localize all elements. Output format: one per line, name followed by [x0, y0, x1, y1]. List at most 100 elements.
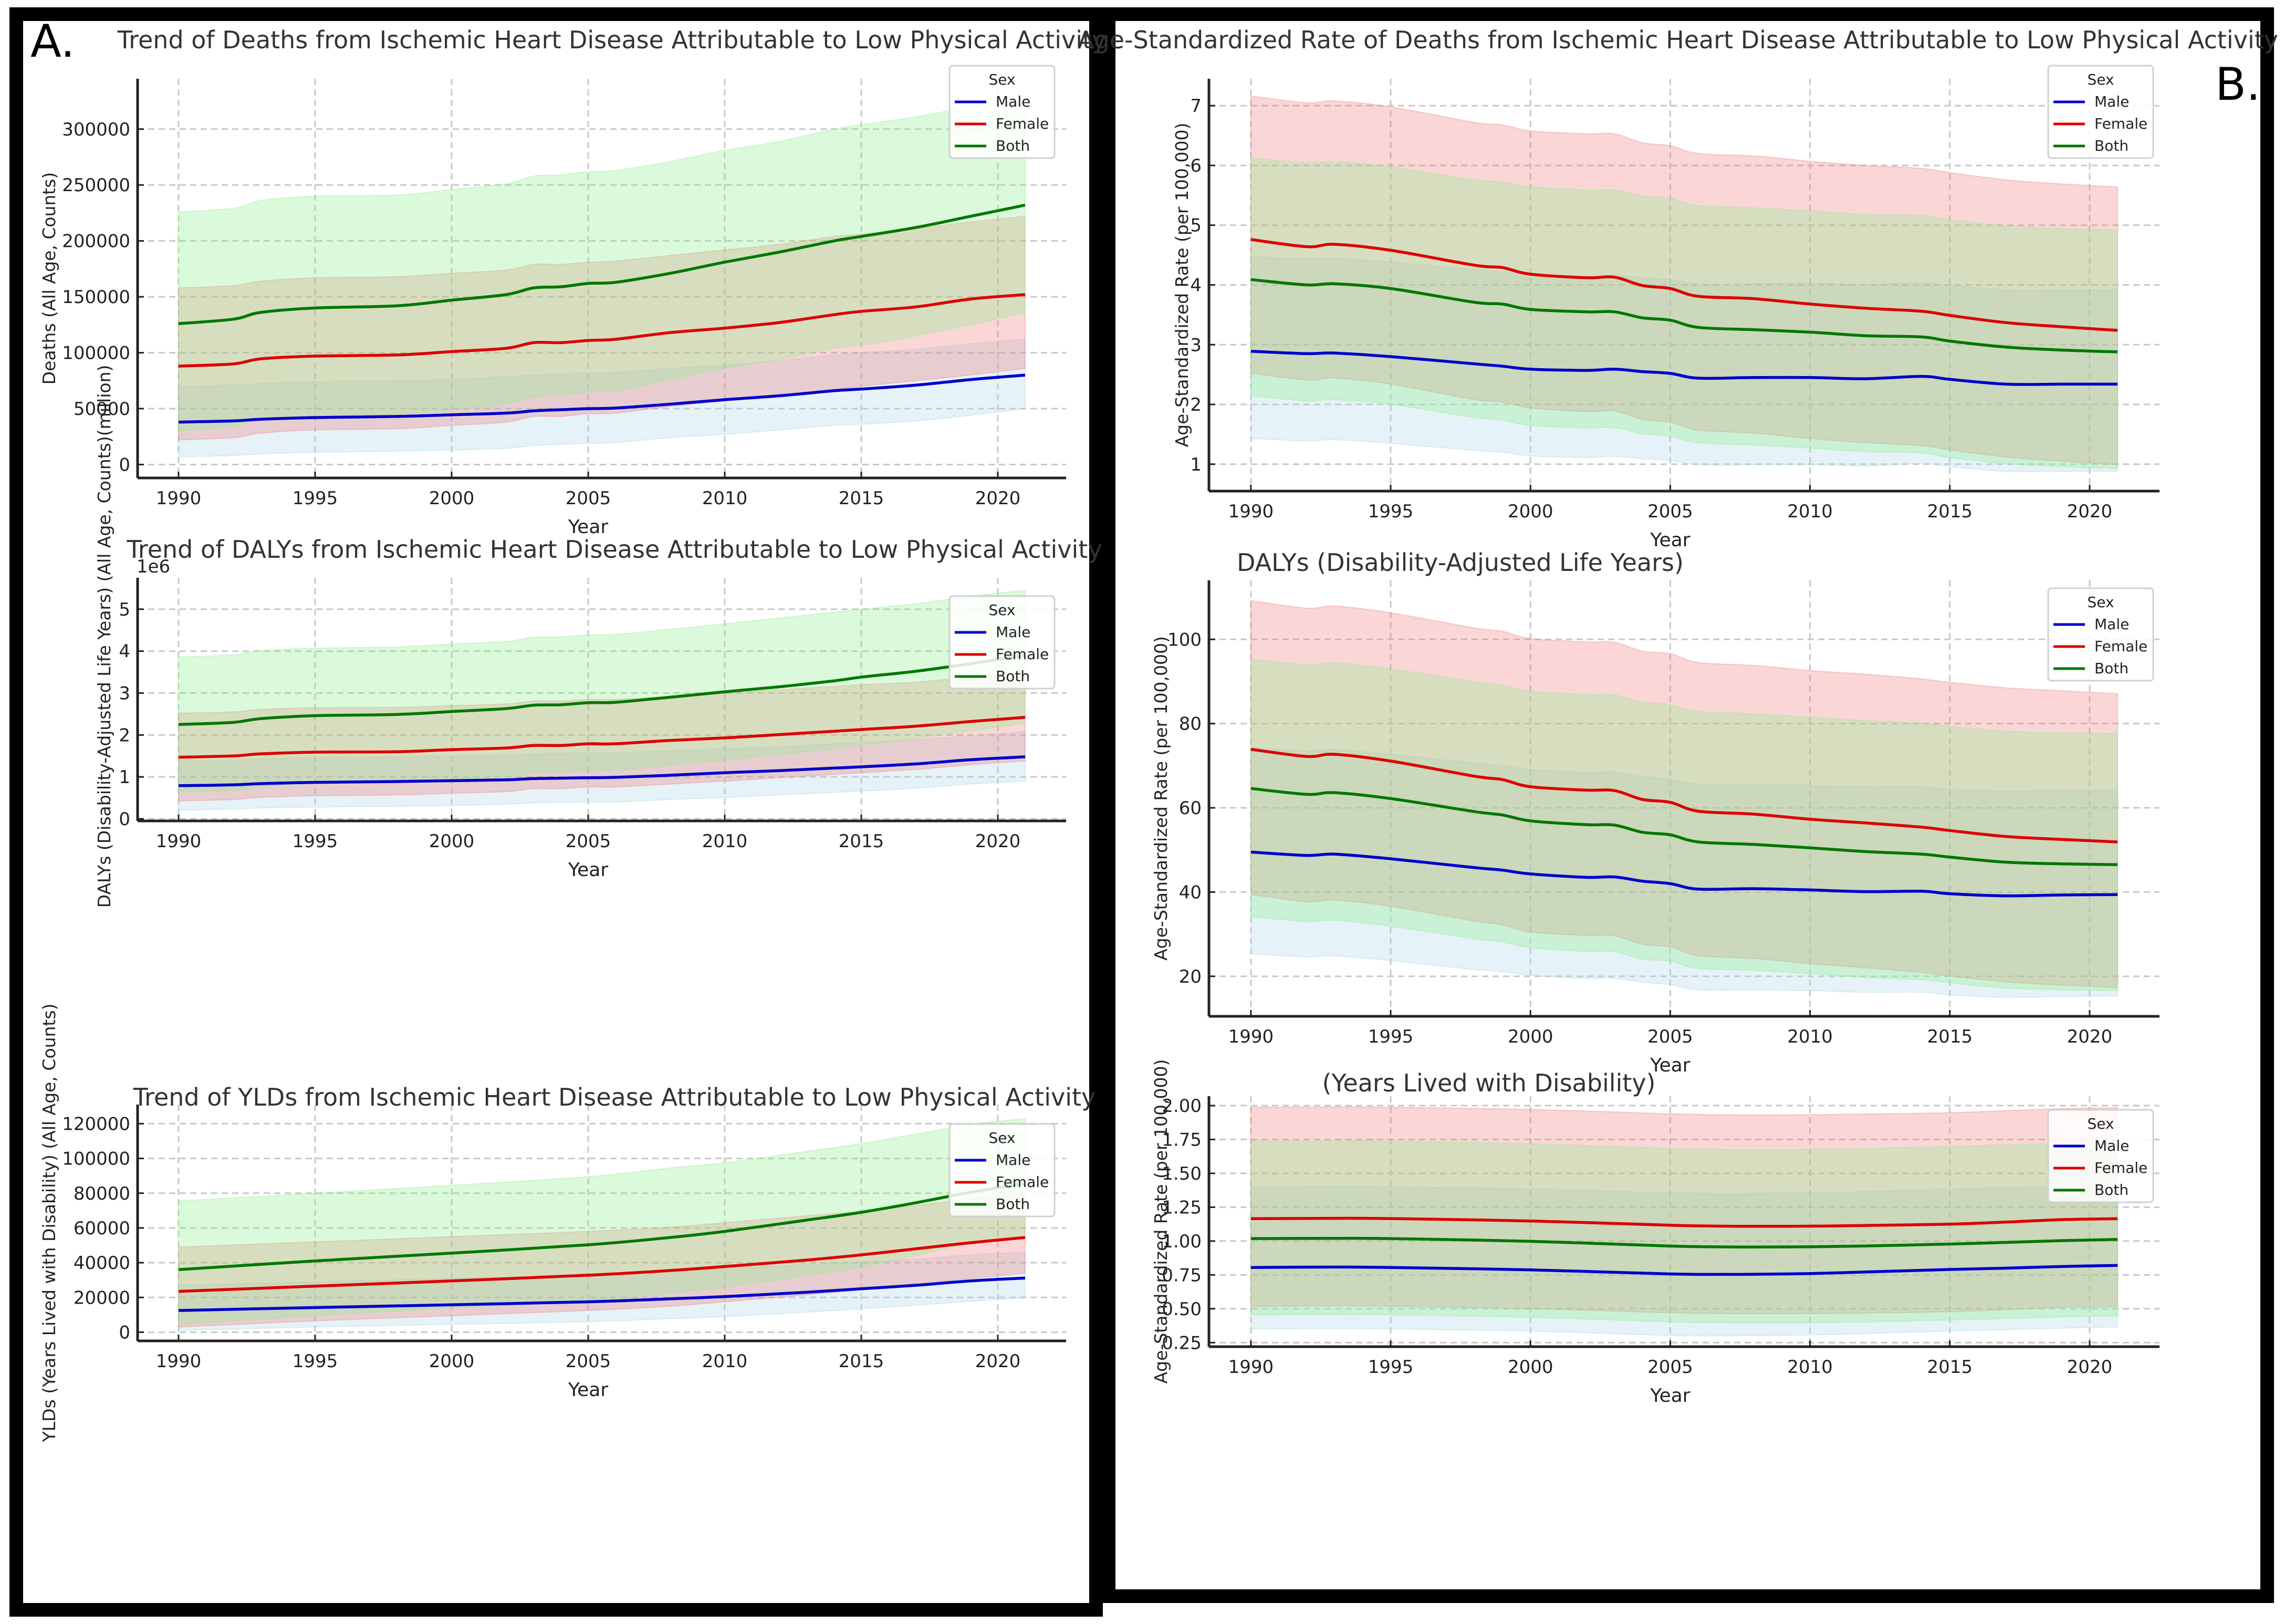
y-tick-label: 0	[119, 1322, 130, 1343]
chart-title: Trend of Deaths from Ischemic Heart Dise…	[117, 26, 1107, 54]
y-tick-label: 250000	[62, 175, 130, 196]
y-tick-label: 1	[1190, 454, 1202, 475]
y-tick-label: 7	[1190, 96, 1202, 117]
x-tick-label: 2000	[1508, 1357, 1553, 1378]
y-tick-label: 5	[1190, 215, 1202, 236]
x-axis-label: Year	[568, 1379, 608, 1401]
x-axis-label: Year	[1650, 1055, 1690, 1076]
x-tick-label: 2015	[839, 488, 884, 509]
x-tick-label: 2020	[2067, 1357, 2113, 1378]
line-female	[178, 1236, 1026, 1293]
x-tick-label: 2015	[1927, 1357, 1973, 1378]
y-tick-label: 2.00	[1162, 1096, 1202, 1117]
x-tick-label: 2015	[1927, 501, 1973, 522]
x-tick-label: 1990	[1228, 1026, 1274, 1047]
y-axis-label: Age-Standardized Rate (per 100,000)	[1172, 123, 1192, 447]
band-male	[178, 731, 1026, 811]
x-tick-label: 2015	[1927, 1026, 1973, 1047]
x-tick-label: 1995	[293, 831, 338, 852]
line-both	[178, 653, 1026, 726]
legend-label-both: Both	[2094, 660, 2129, 677]
legend: Sex Male Female Both	[948, 595, 1056, 690]
x-axis-label: Year	[568, 516, 608, 538]
x-tick-label: 2000	[1508, 501, 1553, 522]
y-tick-label: 200000	[62, 231, 130, 252]
x-tick-label: 2010	[702, 831, 748, 852]
x-tick-label: 2020	[975, 488, 1021, 509]
panel-b-frame	[1102, 7, 2274, 1603]
line-female	[1250, 238, 2118, 332]
legend: Sex Male Female Both	[2047, 1109, 2154, 1203]
y-axis-label: Deaths (All Age, Counts)	[39, 172, 59, 385]
chart-title: DALYs (Disability-Adjusted Life Years)	[1237, 548, 1684, 577]
chart-b3: 1990 1995 2000 2005 2010 2015 2020 0.25 0.50 0.75…	[1151, 1059, 2160, 1407]
band-female	[1250, 95, 2119, 465]
x-tick-label: 2005	[566, 488, 611, 509]
line-male	[1250, 350, 2118, 386]
y-tick-label: 0.50	[1162, 1299, 1202, 1320]
x-tick-label: 2015	[839, 831, 884, 852]
legend-label-male: Male	[2094, 1137, 2129, 1154]
y-tick-label: 150000	[62, 287, 130, 308]
x-tick-label: 1995	[1368, 1026, 1414, 1047]
legend-label-both: Both	[2094, 137, 2129, 154]
band-female	[178, 1193, 1026, 1328]
x-tick-label: 2010	[1787, 1026, 1833, 1047]
y-tick-label: 60000	[74, 1218, 130, 1239]
panel-label-b: B.	[2215, 58, 2261, 111]
band-both	[178, 98, 1026, 432]
chart-b2: 1990 1995 2000 2005 2010 2015 202020406080100D…	[1151, 548, 2160, 1076]
line-male	[178, 755, 1026, 787]
legend-label-male: Male	[2094, 93, 2129, 110]
line-female	[178, 293, 1026, 368]
y-tick-label: 100000	[62, 343, 130, 364]
legend-box	[2047, 1109, 2154, 1203]
legend-label-both: Both	[2094, 1181, 2129, 1199]
legend-box	[948, 1123, 1056, 1217]
chart-title: Trend of YLDs from Ischemic Heart Diseas…	[133, 1083, 1096, 1111]
y-tick-label: 2	[1190, 394, 1202, 415]
y-tick-label: 3	[119, 683, 130, 704]
chart-b1: 1990 1995 2000 2005 2010 2015 2020 1 2 3 4 5 6 7 Age-S…	[1078, 26, 2278, 551]
x-axis-label: Year	[1650, 1385, 1690, 1407]
x-tick-label: 1990	[156, 488, 202, 509]
x-tick-label: 2005	[1647, 501, 1693, 522]
band-female	[178, 215, 1026, 441]
panel-a-frame	[9, 7, 1103, 1617]
x-tick-label: 2020	[2067, 501, 2113, 522]
x-tick-label: 1990	[156, 1351, 202, 1372]
legend-label-female: Female	[996, 646, 1049, 663]
x-tick-label: 2020	[2067, 1026, 2113, 1047]
x-tick-label: 1990	[156, 831, 202, 852]
chart-a1: 1990 1995 2000 2005 2010 2015 2020 0 50000 100000…	[39, 26, 1106, 538]
line-both	[1250, 278, 2118, 353]
x-tick-label: 2005	[566, 831, 611, 852]
y-tick-label: 2	[119, 725, 130, 746]
band-both	[1250, 658, 2119, 992]
y-tick-label: 80000	[74, 1183, 130, 1204]
legend: Sex Male Female Both	[2047, 587, 2154, 682]
legend-title: Sex	[988, 601, 1015, 619]
legend-box	[948, 65, 1056, 159]
y-tick-label: 40000	[74, 1253, 130, 1274]
x-tick-label: 2000	[429, 1351, 475, 1372]
y-tick-label: 80	[1179, 714, 1202, 735]
line-male	[1250, 850, 2118, 898]
legend-label-both: Both	[996, 137, 1030, 154]
x-tick-label: 2010	[702, 488, 748, 509]
y-tick-label: 1.50	[1162, 1163, 1202, 1184]
legend-box	[948, 595, 1056, 690]
y-tick-label: 1.00	[1162, 1231, 1202, 1252]
y-tick-label: 3	[1190, 335, 1202, 356]
band-both	[178, 589, 1026, 793]
x-tick-label: 1990	[1228, 1357, 1274, 1378]
legend-label-male: Male	[996, 93, 1030, 110]
legend-title: Sex	[2087, 71, 2114, 88]
y-axis-label: DALYs (Disability-Adjusted Life Years) (…	[94, 365, 114, 908]
legend-label-male: Male	[2094, 616, 2129, 633]
y-tick-label: 0	[119, 454, 130, 475]
line-female	[178, 716, 1026, 759]
legend-label-female: Female	[2094, 115, 2147, 132]
legend-box	[2047, 587, 2154, 682]
x-tick-label: 1990	[1228, 501, 1274, 522]
